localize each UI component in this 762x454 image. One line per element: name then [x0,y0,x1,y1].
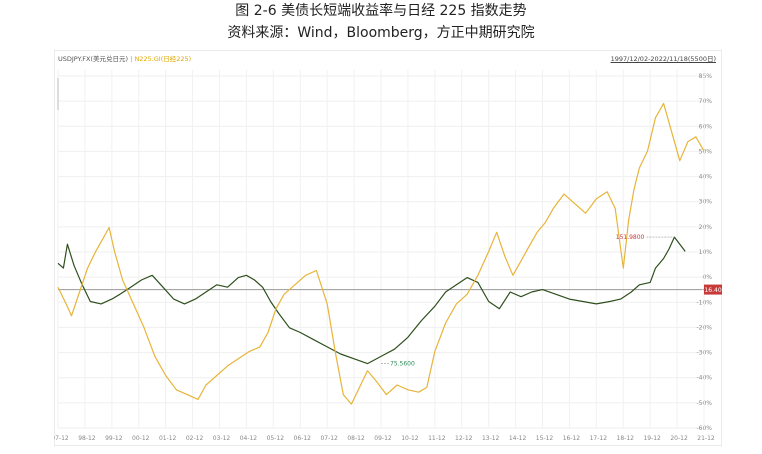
y-tick-label: 30% [699,199,713,206]
x-tick-label: 21-12 [697,435,715,442]
x-tick-label: 05-12 [267,435,285,442]
chart-frame [54,50,722,446]
x-tick-label: 18-12 [617,435,635,442]
series-line-n225 [57,102,705,405]
x-tick-label: 19-12 [643,435,661,442]
x-tick-label: 02-12 [186,435,204,442]
y-tick-label: 40% [699,174,713,181]
x-tick-label: 99-12 [105,435,123,442]
legend-usdjpy: USDJPY.FX(美元兑日元) [58,55,129,63]
x-tick-label: 06-12 [294,435,312,442]
x-tick-label: 15-12 [536,435,554,442]
high-label: 151.9800 [616,234,645,241]
x-tick-label: 13-12 [482,435,500,442]
x-tick-label: 10-12 [401,435,419,442]
current-price-label: 116.4030 [701,287,722,294]
y-tick-label: 20% [699,224,713,231]
y-tick-label: 50% [699,148,713,155]
legend-separator: | [130,55,133,63]
x-tick-label: 11-12 [428,435,446,442]
x-tick-label: 09-12 [374,435,392,442]
y-tick-label: 60% [699,123,713,130]
x-tick-label: 98-12 [78,435,96,442]
low-label: 75.5600 [390,361,415,368]
x-tick-label: 14-12 [509,435,527,442]
x-tick-label: 17-12 [590,435,608,442]
chart-source: 资料来源：Wind，Bloomberg，方正中期研究院 [227,25,535,41]
legend-n225: N225.GI(日经225) [134,55,192,63]
x-tick-label: 07-12 [320,435,338,442]
x-tick-label: 04-12 [240,435,258,442]
x-tick-label: 08-12 [347,435,365,442]
chart-legend: USDJPY.FX(美元兑日元) | N225.GI(日经225) [58,53,191,63]
x-tick-label: 97-12 [54,435,69,442]
y-tick-label: 85% [699,73,713,80]
chart-title: 图 2-6 美债长短端收益率与日经 225 指数走势 [235,3,527,19]
x-tick-label: 01-12 [159,435,177,442]
chart-canvas: 85%70%60%50%40%30%20%10%0%-10%-20%-30%-4… [54,50,722,446]
y-tick-label: 70% [699,98,713,105]
x-tick-label: 16-12 [563,435,581,442]
series-line-usdjpy [57,236,686,365]
y-tick-label: 10% [699,249,713,256]
y-tick-label: 0% [702,274,712,281]
x-tick-label: 12-12 [455,435,473,442]
date-range-label[interactable]: 1997/12/02-2022/11/18(5500日) [610,55,716,63]
x-tick-label: 20-12 [670,435,688,442]
x-tick-label: 00-12 [132,435,150,442]
x-tick-label: 03-12 [213,435,231,442]
y-tick-label: -60% [696,425,712,432]
current-price-tag [704,284,722,295]
